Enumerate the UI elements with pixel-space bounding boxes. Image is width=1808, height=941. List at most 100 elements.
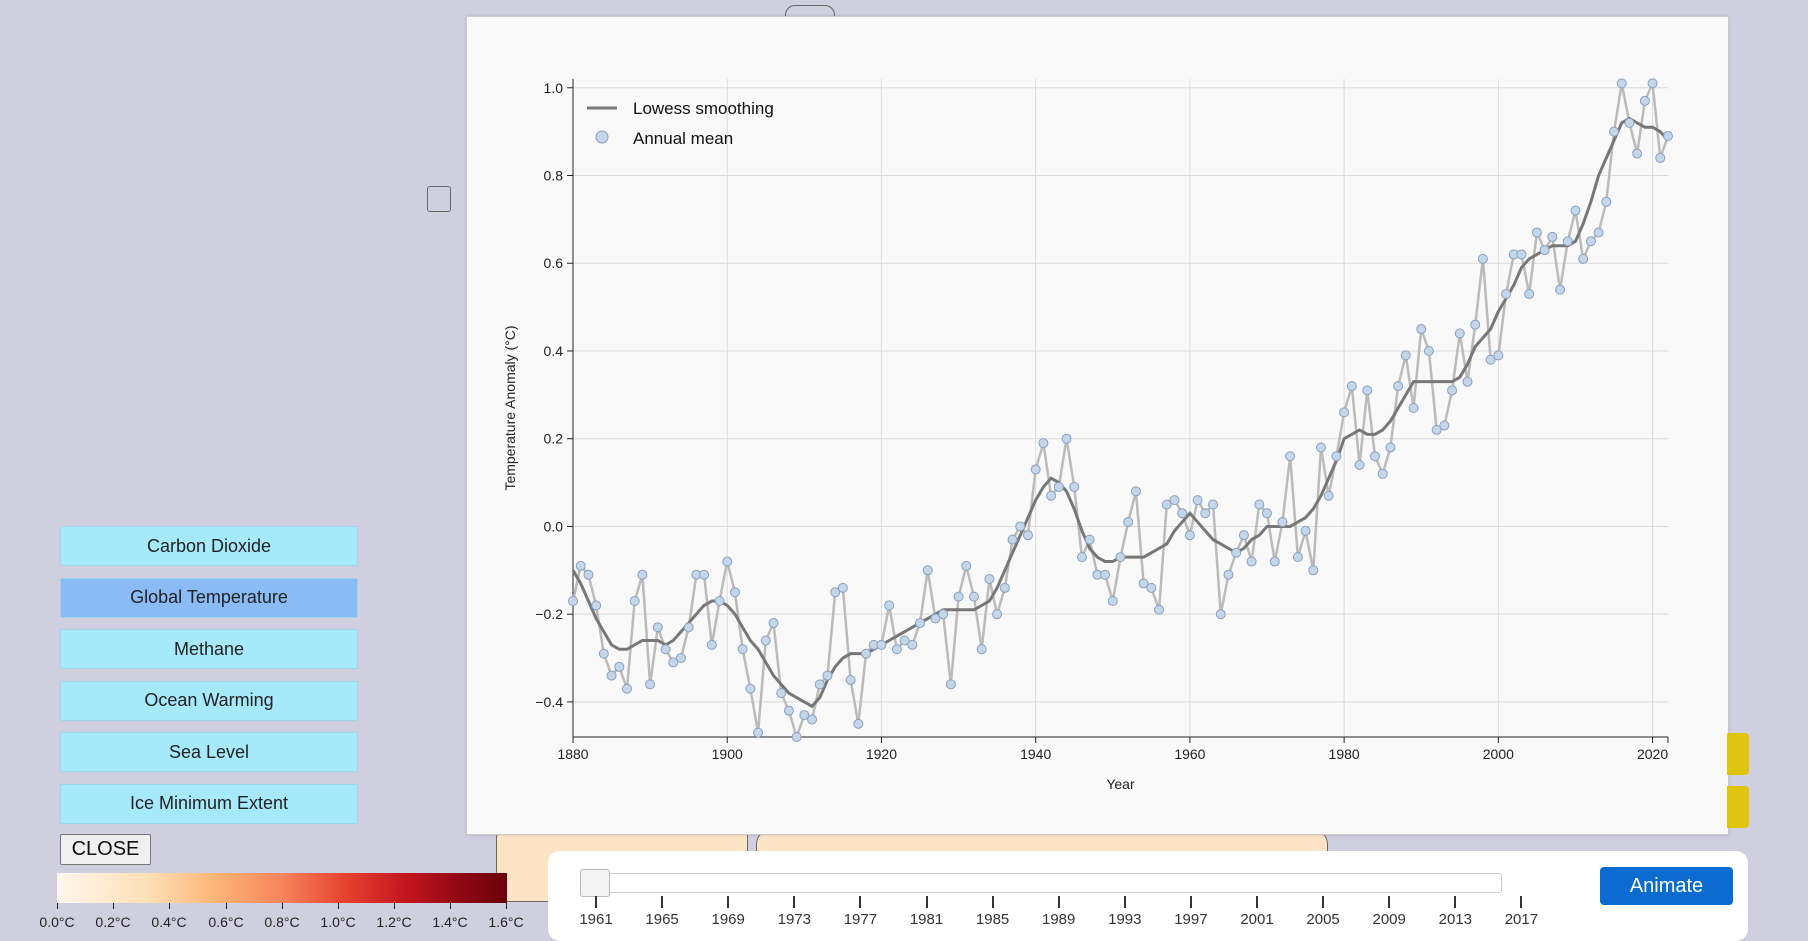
annual-mean-point [938,609,949,620]
annual-mean-point [1154,604,1165,615]
annual-mean-point [1601,196,1612,207]
scale-label: 0.2°C [95,914,131,930]
annual-mean-point [583,569,594,580]
methane-button[interactable]: Methane [60,629,358,669]
annual-mean-point [614,661,625,672]
annual-mean-point [776,688,787,699]
ocean-warming-button[interactable]: Ocean Warming [60,680,358,721]
year-label: 1993 [1108,911,1142,928]
annual-mean-point [1447,385,1458,396]
annual-mean-point [1531,227,1542,238]
annual-mean-point [1462,376,1473,387]
year-tick [1256,896,1258,908]
annual-mean-point [1439,420,1450,431]
annual-mean-point [1431,424,1442,435]
annual-mean-point [591,600,602,611]
year-tick [661,896,664,908]
side-tab[interactable] [1727,733,1749,775]
annual-mean-point [714,596,725,607]
annual-mean-point [968,591,979,602]
annual-mean-point [1562,236,1573,247]
animate-button[interactable]: Animate [1600,867,1733,905]
annual-mean-point [568,596,578,607]
year-label: 2009 [1372,911,1406,928]
sea-level-button[interactable]: Sea Level [60,732,358,772]
annual-mean-point [1130,486,1141,497]
annual-mean-point [683,622,694,633]
annual-mean-point [575,560,586,571]
annual-mean-point [1501,288,1512,299]
y-tick-label: 0.6 [544,255,564,271]
scale-label: 1.0°C [320,914,356,930]
map-island [427,186,451,212]
side-tab[interactable] [1727,786,1749,828]
scale-tick [394,903,395,909]
annual-mean-point [1339,407,1350,418]
annual-mean-point [976,644,987,655]
close-button[interactable]: CLOSE [60,834,151,865]
scale-tick [282,903,283,909]
x-tick-label: 2020 [1637,746,1668,762]
scale-label: 1.2°C [376,914,412,930]
scale-tick [57,903,58,909]
x-tick-label: 1940 [1020,746,1051,762]
annual-mean-point [1423,345,1434,356]
scale-label: 1.6°C [488,914,524,930]
annual-mean-point [853,718,864,729]
annual-mean-point [1400,350,1411,361]
timeline-panel: 1961 1965 1969 1973 1977 1981 1985 1989 1993 1997… [548,851,1748,941]
annual-mean-point [1346,381,1357,392]
annual-mean-point [1046,490,1057,501]
year-label: 2005 [1306,911,1340,928]
scale-tick [506,903,507,909]
annual-mean-point [652,622,663,633]
year-label: 1965 [645,911,679,928]
annual-mean-point [1516,249,1527,260]
annual-mean-point [1578,253,1589,264]
annual-mean-point [753,727,764,738]
year-tick [727,896,730,908]
annual-mean-point [1246,556,1257,567]
temperature-chart: 1880 1900 1920 1940 1960 1980 2000 2020 1.0 0.8 0.… [502,78,1673,792]
scale-label: 0.8°C [264,914,300,930]
annual-mean-point [822,670,833,681]
legend-smoothing-label: Lowess smoothing [633,99,774,118]
year-slider-track[interactable] [580,873,1502,893]
year-tick [859,896,862,908]
annual-mean-point [984,574,995,585]
annual-mean-point [907,639,918,650]
year-tick [1322,896,1325,908]
year-label: 1969 [711,911,745,928]
annual-mean-point [1161,499,1172,510]
annual-mean-point [1285,451,1296,462]
annual-mean-point [1470,319,1481,330]
annual-mean-point [1315,442,1326,453]
annual-mean-point [1555,284,1566,295]
ice-minimum-extent-button[interactable]: Ice Minimum Extent [60,783,358,824]
annual-mean-point [1655,152,1666,163]
carbon-dioxide-button[interactable]: Carbon Dioxide [60,526,358,566]
annual-mean-point [783,705,794,716]
annual-mean-point [837,582,848,593]
annual-mean-point [1038,438,1049,449]
lowess-smoothing-line [571,116,1670,709]
annual-mean-point [961,560,972,571]
scale-tick [338,903,339,909]
year-slider-handle[interactable] [580,869,610,897]
annual-mean-point [1115,552,1126,563]
year-tick [1454,896,1457,908]
annual-mean-point [1107,596,1118,607]
legend-annual-swatch [595,130,609,144]
global-temperature-button[interactable]: Global Temperature [60,577,358,618]
year-tick [1388,896,1391,908]
annual-mean-point [1076,552,1087,563]
annual-mean-point [722,556,733,567]
year-label: 1961 [579,911,613,928]
annual-mean-point [1524,288,1535,299]
year-label: 2017 [1504,911,1539,928]
year-label: 1977 [843,911,878,928]
annual-mean-point [660,644,671,655]
legend-annual-label: Annual mean [633,129,733,148]
annual-mean-point [1570,205,1581,216]
annual-mean-point [621,683,632,694]
